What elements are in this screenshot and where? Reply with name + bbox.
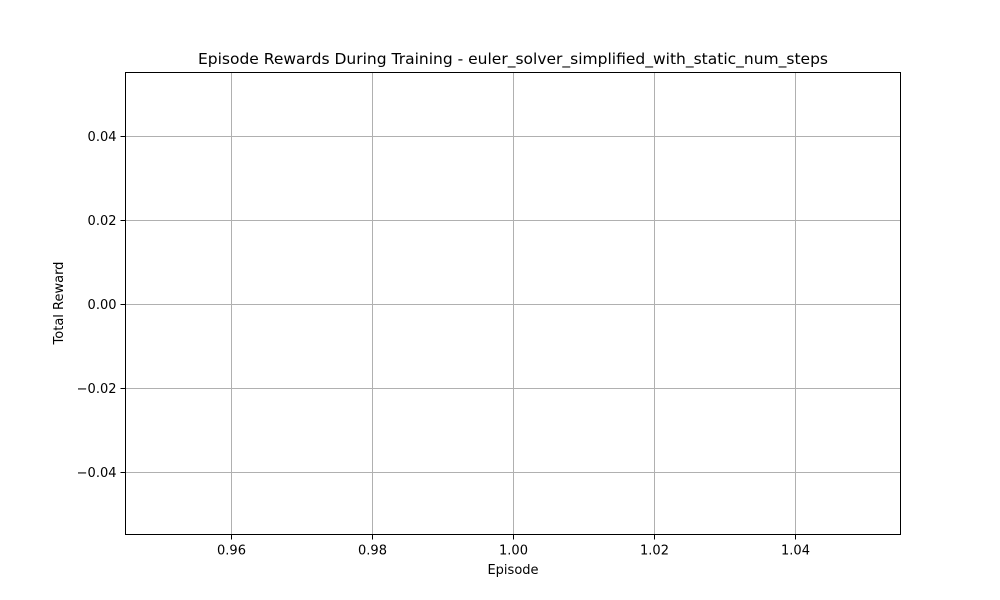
y-tick-label: 0.04 (88, 130, 117, 145)
y-tick-label: 0.00 (88, 298, 117, 313)
grid-layer (125, 72, 901, 535)
y-tick-label: −0.04 (77, 466, 117, 481)
x-axis-ticks: 0.96 0.98 1.00 1.02 1.04 (217, 534, 810, 559)
y-tick-label: −0.02 (77, 382, 117, 397)
x-tick-label: 1.02 (640, 544, 669, 559)
x-tick-label: 0.98 (358, 544, 387, 559)
x-tick-label: 0.96 (217, 544, 246, 559)
y-axis-label: Total Reward (52, 262, 67, 346)
y-tick-label: 0.02 (88, 214, 117, 229)
chart-title: Episode Rewards During Training - euler_… (198, 50, 828, 69)
x-tick-label: 1.00 (499, 544, 528, 559)
y-axis-ticks: −0.04 −0.02 0.00 0.02 0.04 (77, 130, 126, 481)
x-axis-label: Episode (487, 563, 538, 578)
x-tick-label: 1.04 (781, 544, 810, 559)
